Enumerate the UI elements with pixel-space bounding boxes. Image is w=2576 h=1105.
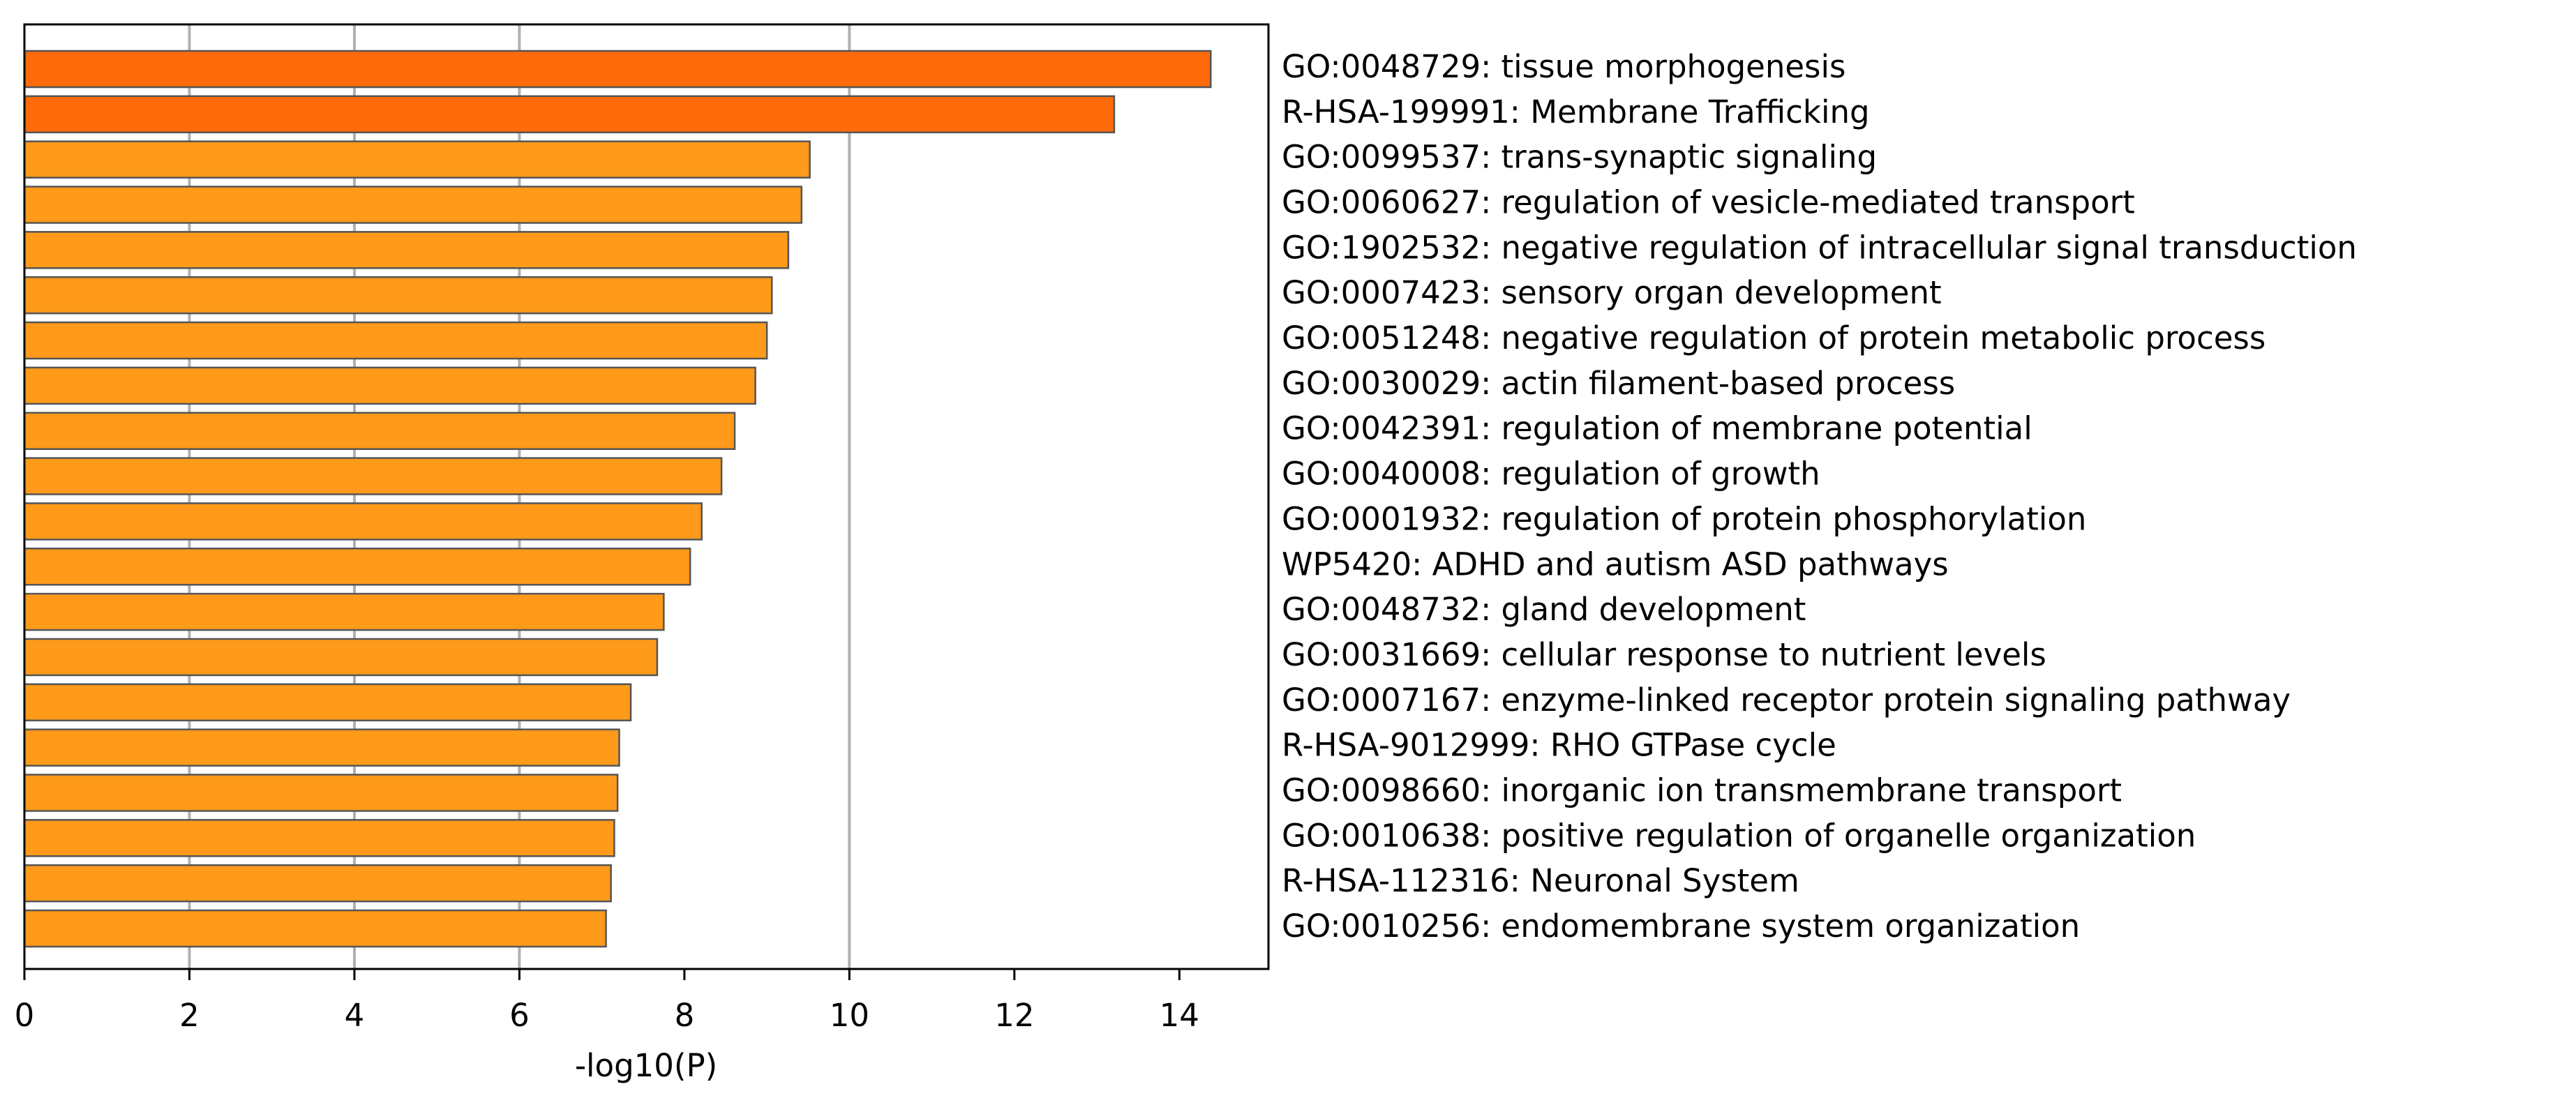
category-label: GO:0048732: gland development bbox=[1282, 591, 1806, 628]
bar bbox=[23, 638, 659, 677]
bar bbox=[23, 457, 723, 495]
category-label: GO:0051248: negative regulation of prote… bbox=[1282, 320, 2266, 356]
bar bbox=[23, 321, 768, 360]
category-label: GO:1902532: negative regulation of intra… bbox=[1282, 229, 2357, 266]
bar bbox=[23, 864, 612, 903]
x-tick-label: 2 bbox=[179, 997, 200, 1034]
x-tick-label: 12 bbox=[994, 997, 1034, 1034]
x-axis-label: -log10(P) bbox=[575, 1047, 717, 1084]
x-tick-label: 0 bbox=[15, 997, 35, 1034]
category-label: GO:0098660: inorganic ion transmembrane … bbox=[1282, 772, 2122, 809]
bar bbox=[23, 774, 619, 812]
bar bbox=[23, 231, 790, 269]
bar bbox=[23, 366, 756, 405]
category-label: GO:0010638: positive regulation of organ… bbox=[1282, 817, 2196, 854]
category-label: GO:0042391: regulation of membrane poten… bbox=[1282, 410, 2032, 447]
bar bbox=[23, 909, 607, 948]
category-label: GO:0040008: regulation of growth bbox=[1282, 456, 1820, 493]
category-label: R-HSA-9012999: RHO GTPase cycle bbox=[1282, 727, 1836, 764]
bar bbox=[23, 50, 1212, 89]
category-label: R-HSA-112316: Neuronal System bbox=[1282, 862, 1799, 899]
category-label: GO:0030029: actin filament-based process bbox=[1282, 365, 1955, 402]
category-label: GO:0010256: endomembrane system organiza… bbox=[1282, 908, 2080, 945]
category-label: GO:0048729: tissue morphogenesis bbox=[1282, 48, 1845, 85]
category-label: GO:0007167: enzyme-linked receptor prote… bbox=[1282, 682, 2291, 719]
x-tick-label: 4 bbox=[345, 997, 365, 1034]
category-label: GO:0031669: cellular response to nutrien… bbox=[1282, 636, 2046, 673]
bar bbox=[23, 548, 691, 586]
bar bbox=[23, 276, 773, 315]
x-tick-label: 8 bbox=[675, 997, 695, 1034]
category-label: R-HSA-199991: Membrane Trafficking bbox=[1282, 93, 1870, 130]
bar bbox=[23, 683, 632, 722]
category-label: GO:0060627: regulation of vesicle-mediat… bbox=[1282, 184, 2135, 221]
x-tick-label: 10 bbox=[830, 997, 869, 1034]
category-label: GO:0099537: trans-synaptic signaling bbox=[1282, 139, 1877, 176]
x-tick-label: 6 bbox=[509, 997, 530, 1034]
bar bbox=[23, 592, 665, 631]
category-label: WP5420: ADHD and autism ASD pathways bbox=[1282, 546, 1949, 582]
category-label: GO:0007423: sensory organ development bbox=[1282, 274, 1942, 311]
bar bbox=[23, 186, 803, 224]
bar bbox=[23, 728, 620, 767]
category-label: GO:0001932: regulation of protein phosph… bbox=[1282, 500, 2086, 537]
bar bbox=[23, 502, 703, 541]
plot-frame bbox=[23, 23, 1270, 970]
bar bbox=[23, 140, 811, 179]
bar bbox=[23, 412, 736, 450]
bar bbox=[23, 95, 1116, 134]
bar bbox=[23, 819, 615, 857]
x-tick-label: 14 bbox=[1160, 997, 1199, 1034]
